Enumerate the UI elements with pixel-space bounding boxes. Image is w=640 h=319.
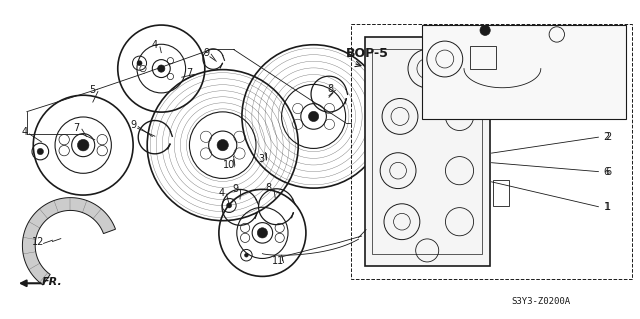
Text: 11: 11 [272,256,285,266]
Text: 1: 1 [604,202,610,212]
Text: 2: 2 [605,132,611,142]
Text: 7: 7 [74,122,80,133]
Circle shape [227,203,232,208]
Text: 8: 8 [327,84,333,94]
Circle shape [217,139,228,151]
Text: 4: 4 [218,188,225,198]
Text: 1: 1 [605,202,611,212]
Polygon shape [22,198,115,285]
Text: 6: 6 [604,167,610,177]
Text: 9: 9 [130,120,136,130]
Text: S3Y3-Z0200A: S3Y3-Z0200A [511,297,570,306]
Text: FR.: FR. [42,277,63,287]
Circle shape [257,228,268,238]
Bar [372,49,482,254]
Text: 8: 8 [266,182,272,193]
Text: 10: 10 [223,160,236,170]
Text: 12: 12 [32,237,45,247]
Text: 5: 5 [90,85,96,95]
Bar [493,180,509,206]
Text: 9: 9 [203,48,209,58]
Circle shape [137,61,142,66]
Text: 3: 3 [258,153,264,164]
Text: 6: 6 [605,167,611,177]
Circle shape [480,25,490,35]
Text: 2: 2 [604,131,610,142]
Circle shape [244,253,248,257]
Circle shape [37,148,44,155]
Bar [470,46,496,69]
Text: BOP-5: BOP-5 [346,47,388,60]
Text: 4: 4 [152,40,158,50]
Bar [365,37,490,266]
Text: 9: 9 [232,184,239,194]
Text: 7: 7 [186,68,193,78]
Circle shape [77,139,89,151]
Circle shape [308,111,319,122]
Circle shape [157,65,165,72]
Bar [351,24,632,279]
Text: 4: 4 [21,127,28,137]
Bar [422,25,626,119]
